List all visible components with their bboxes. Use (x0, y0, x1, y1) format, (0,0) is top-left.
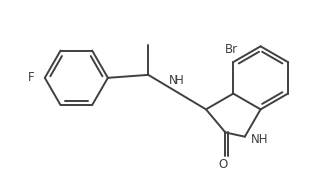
Text: H: H (175, 74, 183, 87)
Text: Br: Br (225, 43, 238, 56)
Text: O: O (219, 158, 228, 171)
Text: N: N (169, 74, 177, 87)
Text: F: F (28, 71, 35, 84)
Text: NH: NH (251, 133, 268, 146)
